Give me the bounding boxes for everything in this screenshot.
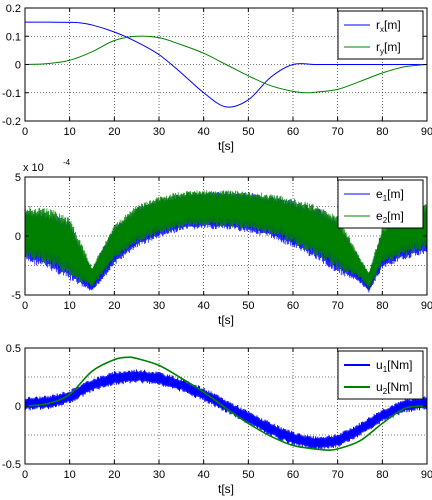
x-tick-label: 60 xyxy=(287,126,299,138)
x-tick-label: 10 xyxy=(64,126,76,138)
x-tick-label: 50 xyxy=(242,300,254,312)
series-line xyxy=(24,191,428,293)
legend-box xyxy=(337,350,424,400)
series-e1 xyxy=(24,191,428,293)
x-tick-label: 0 xyxy=(22,126,28,138)
x-tick-label: 0 xyxy=(22,300,28,312)
x-tick-label: 20 xyxy=(108,469,120,481)
series-e2 xyxy=(24,190,428,289)
y-tick-label: -5 xyxy=(11,290,21,302)
legend-label: u2[Nm] xyxy=(376,380,412,396)
legend: e1[m] e2[m] xyxy=(337,179,424,229)
x-tick-label: 80 xyxy=(376,469,388,481)
legend-label: e1[m] xyxy=(376,187,404,203)
y-tick-label: -0.2 xyxy=(2,116,21,128)
x-tick-label: 70 xyxy=(332,300,344,312)
y-tick-label: 0.1 xyxy=(6,31,21,43)
x-tick-label: 30 xyxy=(153,469,165,481)
series-line xyxy=(24,21,427,108)
y-tick-label: 0.2 xyxy=(6,3,21,15)
x-tick-label: 40 xyxy=(198,126,210,138)
y-tick-label: 0 xyxy=(15,60,21,72)
series-ry xyxy=(24,35,428,94)
y-tick-label: -0.1 xyxy=(2,88,21,100)
legend-label: u1[Nm] xyxy=(376,358,412,374)
x-tick-label: 0 xyxy=(22,469,28,481)
x-tick-label: 10 xyxy=(64,469,76,481)
legend-label: ry[m] xyxy=(376,40,401,56)
x-axis-label: t[s] xyxy=(218,482,234,496)
x-tick-label: 70 xyxy=(332,126,344,138)
x-tick-label: 30 xyxy=(153,300,165,312)
legend-label: rx[m] xyxy=(376,18,401,34)
x-tick-label: 80 xyxy=(376,300,388,312)
x-tick-label: 60 xyxy=(287,469,299,481)
x-tick-label: 90 xyxy=(421,126,432,138)
x-tick-label: 40 xyxy=(198,300,210,312)
series-u1 xyxy=(24,369,428,450)
y-tick-label: -0.5 xyxy=(2,459,21,471)
legend: rx[m] ry[m] xyxy=(337,10,424,60)
x-tick-label: 80 xyxy=(376,126,388,138)
x-tick-label: 30 xyxy=(153,126,165,138)
series-line xyxy=(24,369,428,450)
panel-1: 0 10 20 30 40 50 60 70 80 90 -0.2 -0.1 0 0.1 0.2 t[s] rx… xyxy=(2,3,432,153)
x-tick-label: 50 xyxy=(242,126,254,138)
series-line xyxy=(24,190,428,289)
x-tick-label: 50 xyxy=(242,469,254,481)
x-axis-label: t[s] xyxy=(218,313,234,327)
y-multiplier: x 10 xyxy=(23,162,44,174)
y-tick-label: 0.5 xyxy=(6,343,21,355)
legend-box xyxy=(337,179,424,229)
x-tick-label: 90 xyxy=(421,300,432,312)
legend-box xyxy=(337,10,424,60)
series-line xyxy=(24,35,428,94)
y-multiplier-exponent: -4 xyxy=(63,158,71,167)
series-rx xyxy=(24,21,427,108)
legend-label: e2[m] xyxy=(376,209,404,225)
series-u2 xyxy=(24,356,428,451)
y-tick-label: 0 xyxy=(15,231,21,243)
x-tick-label: 70 xyxy=(332,469,344,481)
x-tick-label: 20 xyxy=(108,300,120,312)
y-tick-label: 5 xyxy=(15,172,21,184)
x-tick-label: 90 xyxy=(421,469,432,481)
legend: u1[Nm] u2[Nm] xyxy=(337,350,424,400)
x-tick-label: 20 xyxy=(108,126,120,138)
panel-3: 0 10 20 30 40 50 60 70 80 90-0.500.5t[s]u1[Nm]u2[… xyxy=(2,343,432,496)
series-line xyxy=(24,356,428,451)
x-tick-label: 40 xyxy=(198,469,210,481)
x-axis-label: t[s] xyxy=(218,139,234,153)
x-tick-label: 10 xyxy=(64,300,76,312)
x-tick-label: 60 xyxy=(287,300,299,312)
y-tick-label: 0 xyxy=(15,401,21,413)
